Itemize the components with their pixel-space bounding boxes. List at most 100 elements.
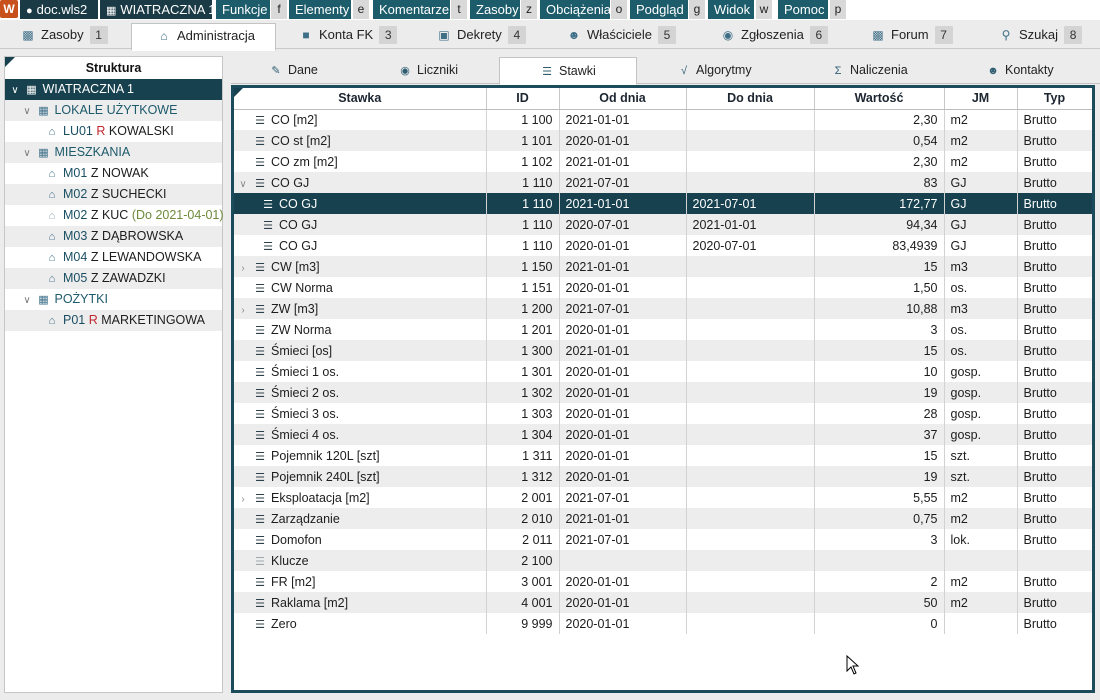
tree-item[interactable]: ⌂ M04 Z LEWANDOWSKA [5, 247, 222, 268]
header-wartosc[interactable]: Wartość [814, 88, 945, 110]
tree-group-mieszkania[interactable]: ∨ ▦ MIESZKANIA [5, 142, 222, 163]
table-row[interactable]: ☰ Śmieci 2 os. 1 302 2020-01-01 19 gosp. Brutt… [234, 382, 1092, 403]
tab-zasoby[interactable]: ▩ Zasoby 1 [20, 23, 108, 49]
table-row[interactable]: › ☰ Eksploatacja [m2] 2 001 2021-07-01 5,55 m2… [234, 487, 1092, 508]
cell-wartosc: 2,30 [814, 151, 945, 172]
header-stawka[interactable]: Stawka [234, 88, 487, 110]
header-typ[interactable]: Typ [1017, 88, 1092, 110]
table-row[interactable]: ☰ CO GJ 1 110 2020-01-01 2020-07-01 83,4939 GJ… [234, 235, 1092, 256]
tab-administracja[interactable]: ⌂ Administracja [131, 23, 276, 51]
table-row[interactable]: ☰ CO st [m2] 1 101 2020-01-01 0,54 m2 Brutto [234, 130, 1092, 151]
chevron-down-icon[interactable]: ∨ [23, 295, 31, 306]
menu-podglad[interactable]: Podgląd [630, 0, 688, 19]
tab-forum[interactable]: ▩ Forum 7 [870, 23, 953, 49]
cell-od-dnia: 2021-07-01 [559, 487, 687, 508]
tab-label: Zgłoszenia [741, 27, 804, 42]
shortcut-key: z [521, 0, 537, 19]
table-row[interactable]: ☰ Domofon 2 011 2021-07-01 3 lok. Brutto [234, 529, 1092, 550]
header-id[interactable]: ID [486, 88, 560, 110]
tab-dekrety[interactable]: ▣ Dekrety 4 [436, 23, 526, 49]
table-row[interactable]: ☰ Pojemnik 120L [szt] 1 311 2020-01-01 15 szt… [234, 445, 1092, 466]
tab-dane[interactable]: ✎ Dane [269, 57, 318, 84]
tree-item[interactable]: ⌂ M02 Z SUCHECKI [5, 184, 222, 205]
table-row[interactable]: ☰ CW Norma 1 151 2020-01-01 1,50 os. Brutto [234, 277, 1092, 298]
menu-widok[interactable]: Widok [708, 0, 754, 19]
table-row[interactable]: ☰ Śmieci 3 os. 1 303 2020-01-01 28 gosp. Brutt… [234, 403, 1092, 424]
tab-number: 8 [1064, 26, 1083, 44]
table-row[interactable]: ☰ CO GJ 1 110 2020-07-01 2021-01-01 94,34 GJ Br… [234, 214, 1092, 235]
table-row[interactable]: › ☰ CW [m3] 1 150 2021-01-01 15 m3 Brutto [234, 256, 1092, 277]
table-row[interactable]: ☰ Śmieci 1 os. 1 301 2020-01-01 10 gosp. Brutt… [234, 361, 1092, 382]
menu-elementy[interactable]: Elementy [289, 0, 351, 19]
tab-naliczenia[interactable]: Σ Naliczenia [831, 57, 908, 84]
table-row[interactable]: ☰ Klucze 2 100 [234, 550, 1092, 571]
tree-item[interactable]: ⌂ M03 Z DĄBROWSKA [5, 226, 222, 247]
unit-validity-note: (Do 2021-04-01) [131, 208, 224, 222]
chevron-right-icon[interactable]: › [241, 262, 245, 274]
rate-name: CO GJ [271, 175, 310, 190]
menu-bar: W ● doc.wls2 ▦ WIATRACZNA 1 Funkcje f Elem… [0, 0, 1100, 20]
tab-szukaj[interactable]: ⚲ Szukaj 8 [998, 23, 1083, 49]
cell-do-dnia: 2021-01-01 [686, 214, 815, 235]
app-logo[interactable]: W [0, 0, 18, 18]
cell-stawka: ☰ CO GJ [234, 235, 487, 256]
tab-konta-fk[interactable]: ■ Konta FK 3 [298, 23, 398, 49]
rate-name: Śmieci 4 os. [271, 427, 340, 442]
table-row[interactable]: ☰ Raklama [m2] 4 001 2020-01-01 50 m2 Brutto [234, 592, 1092, 613]
cell-jm: m2 [944, 487, 1018, 508]
chevron-down-icon[interactable]: ∨ [23, 106, 31, 117]
table-row[interactable]: ☰ CO zm [m2] 1 102 2021-01-01 2,30 m2 Brutto [234, 151, 1092, 172]
table-row[interactable]: ☰ CO GJ 1 110 2021-01-01 2021-07-01 172,77 GJ B… [234, 193, 1092, 214]
tab-algorytmy[interactable]: √ Algorytmy [677, 57, 752, 84]
chevron-down-icon[interactable]: ∨ [11, 85, 19, 96]
cell-jm: m3 [944, 256, 1018, 277]
table-row[interactable]: ☰ Zero 9 999 2020-01-01 0 Brutto [234, 613, 1092, 634]
menu-funkcje[interactable]: Funkcje [216, 0, 270, 19]
chevron-down-icon[interactable]: ∨ [239, 178, 247, 190]
tree-group-lokale[interactable]: ∨ ▦ LOKALE UŻYTKOWE [5, 100, 222, 121]
cell-typ: Brutto [1017, 445, 1092, 466]
tree-root[interactable]: ∨ ▦ WIATRACZNA 1 [5, 79, 222, 100]
tab-stawki[interactable]: ☰ Stawki [499, 57, 637, 85]
tree-group-pozytki[interactable]: ∨ ▦ POŻYTKI [5, 289, 222, 310]
table-row[interactable]: ☰ FR [m2] 3 001 2020-01-01 2 m2 Brutto [234, 571, 1092, 592]
cell-do-dnia [686, 340, 815, 361]
tree-item[interactable]: ⌂ M05 Z ZAWADZKI [5, 268, 222, 289]
tab-kontakty[interactable]: ☻ Kontakty [986, 57, 1053, 84]
tab-label: Algorytmy [696, 63, 752, 77]
cell-stawka: ☰ FR [m2] [234, 571, 487, 592]
menu-komentarze[interactable]: Komentarze [373, 0, 450, 19]
tab-liczniki[interactable]: ◉ Liczniki [398, 57, 458, 84]
cell-stawka: › ☰ Eksploatacja [m2] [234, 487, 487, 508]
tree-item[interactable]: ⌂ M01 Z NOWAK [5, 163, 222, 184]
menu-obciazenia[interactable]: Obciążenia [540, 0, 611, 19]
table-row[interactable]: ∨ ☰ CO GJ 1 110 2021-07-01 83 GJ Brutto [234, 172, 1092, 193]
table-row[interactable]: ☰ CO [m2] 1 100 2021-01-01 2,30 m2 Brutto [234, 109, 1092, 130]
tree-item[interactable]: ⌂ P01 R MARKETINGOWA [5, 310, 222, 331]
menu-document[interactable]: ● doc.wls2 [20, 0, 98, 19]
tab-wlasciciele[interactable]: ☻ Właściciele 5 [566, 23, 677, 49]
unit-owner: NOWAK [101, 166, 149, 180]
menu-zasoby[interactable]: Zasoby [470, 0, 520, 19]
tab-label: Właściciele [587, 27, 653, 42]
cell-typ: Brutto [1017, 130, 1092, 151]
table-row[interactable]: ☰ Pojemnik 240L [szt] 1 312 2020-01-01 19 szt… [234, 466, 1092, 487]
tab-zgloszenia[interactable]: ◉ Zgłoszenia 6 [720, 23, 828, 49]
table-row[interactable]: ☰ Zarządzanie 2 010 2021-01-01 0,75 m2 Brutto [234, 508, 1092, 529]
header-jm[interactable]: JM [944, 88, 1018, 110]
menu-building[interactable]: ▦ WIATRACZNA 1 [100, 0, 216, 19]
chevron-down-icon[interactable]: ∨ [23, 148, 31, 159]
table-row[interactable]: › ☰ ZW [m3] 1 200 2021-07-01 10,88 m3 Brutto [234, 298, 1092, 319]
sub-tab-row: ✎ Dane ◉ Liczniki ☰ Stawki √ Algorytmy Σ Nali… [231, 57, 1100, 85]
tree-item[interactable]: ⌂ M02 Z KUC (Do 2021-04-01) [5, 205, 224, 226]
table-row[interactable]: ☰ Śmieci 4 os. 1 304 2020-01-01 37 gosp. Brutt… [234, 424, 1092, 445]
tree-item[interactable]: ⌂ LU01 R KOWALSKI [5, 121, 222, 142]
unit-owner: ZAWADZKI [101, 271, 166, 285]
header-od-dnia[interactable]: Od dnia [559, 88, 687, 110]
table-row[interactable]: ☰ ZW Norma 1 201 2020-01-01 3 os. Brutto [234, 319, 1092, 340]
chevron-right-icon[interactable]: › [241, 304, 245, 316]
chevron-right-icon[interactable]: › [241, 493, 245, 505]
menu-pomoc[interactable]: Pomoc [778, 0, 828, 19]
table-row[interactable]: ☰ Śmieci [os] 1 300 2021-01-01 15 os. Brutto [234, 340, 1092, 361]
header-do-dnia[interactable]: Do dnia [686, 88, 815, 110]
